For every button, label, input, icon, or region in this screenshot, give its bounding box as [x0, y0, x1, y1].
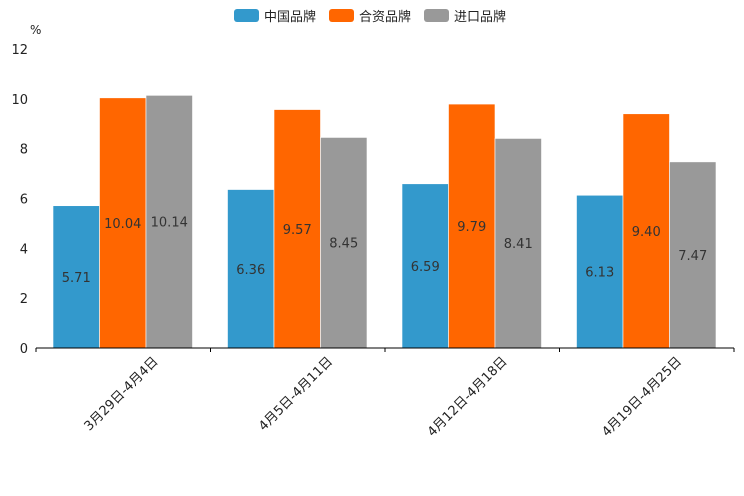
- legend-swatch: [424, 9, 449, 22]
- bar: [320, 137, 368, 349]
- data-label: 5.71: [62, 271, 91, 286]
- data-label: 9.57: [283, 223, 312, 238]
- legend-label: 中国品牌: [264, 9, 316, 25]
- bar: [273, 109, 321, 349]
- y-tick-label: 8: [20, 143, 28, 158]
- data-label: 10.04: [104, 217, 141, 232]
- data-label: 6.36: [236, 263, 265, 278]
- data-label: 9.79: [457, 220, 486, 235]
- bar: [576, 194, 624, 349]
- data-label: 8.41: [504, 237, 533, 252]
- y-axis-unit-label: %: [30, 23, 41, 37]
- bar: [669, 161, 717, 349]
- x-tick-label: 4月5日-4月11日: [256, 354, 336, 434]
- data-label: 9.40: [632, 225, 661, 240]
- y-tick-label: 12: [11, 43, 28, 58]
- y-axis: 0 2 4 6 8 10 12: [11, 43, 28, 357]
- data-label: 6.13: [585, 266, 614, 281]
- x-tick-label: 3月29日-4月4日: [82, 354, 162, 434]
- x-tick-label: 4月12日-4月18日: [425, 354, 511, 440]
- y-tick-label: 10: [11, 93, 28, 108]
- data-label: 10.14: [151, 216, 188, 231]
- legend-swatch: [329, 9, 354, 22]
- bar: [145, 95, 193, 349]
- bar: [52, 205, 100, 349]
- data-label: 6.59: [411, 260, 440, 275]
- y-tick-label: 0: [20, 342, 28, 357]
- bars: 5.71 10.04 10.14 6.36 9.57 8.45 6.59 9.79 8.41 6.…: [52, 95, 717, 349]
- legend-label: 合资品牌: [359, 9, 411, 25]
- y-tick-label: 6: [20, 193, 28, 208]
- bar: [99, 97, 147, 349]
- data-label: 8.45: [329, 237, 358, 252]
- x-axis: 3月29日-4月4日 4月5日-4月11日 4月12日-4月18日 4月19日-4月2…: [35, 347, 735, 440]
- legend-label: 进口品牌: [454, 9, 506, 25]
- y-tick-label: 4: [20, 242, 28, 257]
- bar: [227, 189, 275, 349]
- legend-swatch: [234, 9, 259, 22]
- x-tick-label: 4月19日-4月25日: [599, 354, 685, 440]
- data-label: 7.47: [678, 249, 707, 264]
- bar: [448, 103, 496, 349]
- y-tick-label: 2: [20, 292, 28, 307]
- legend: 中国品牌 合资品牌 进口品牌: [234, 9, 506, 25]
